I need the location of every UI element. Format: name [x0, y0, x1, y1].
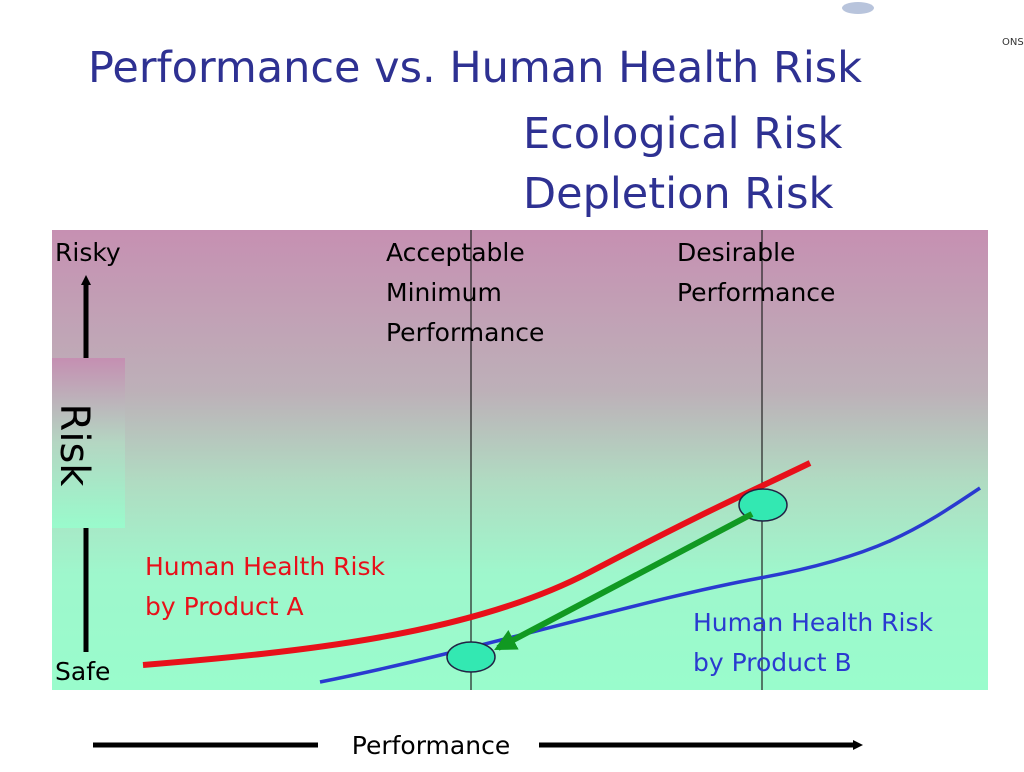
product-a-label: by Product A [145, 592, 304, 621]
acceptable-label: Acceptable [386, 238, 525, 267]
product-a-label: Human Health Risk [145, 552, 385, 581]
desirable-label: Performance [677, 278, 835, 307]
title: Performance vs. Human Health Risk [88, 43, 862, 93]
performance-axis-label: Performance [352, 731, 510, 760]
product-b-label: Human Health Risk [693, 608, 933, 637]
risky-label: Risky [55, 238, 121, 267]
safe-label: Safe [55, 657, 110, 686]
subtitle: Depletion Risk [523, 169, 834, 219]
point-marker [446, 641, 496, 673]
product-b-label: by Product B [693, 648, 852, 677]
plot-area [52, 230, 988, 690]
risk-box [52, 358, 125, 528]
logo-text: ONS [1002, 37, 1024, 48]
improvement-arrow [494, 511, 754, 651]
logo [842, 2, 874, 14]
acceptable-label: Performance [386, 318, 544, 347]
desirable-label: Desirable [677, 238, 795, 267]
subtitle: Ecological Risk [523, 109, 842, 159]
acceptable-label: Minimum [386, 278, 502, 307]
risk-axis-label: Risk [51, 404, 97, 488]
